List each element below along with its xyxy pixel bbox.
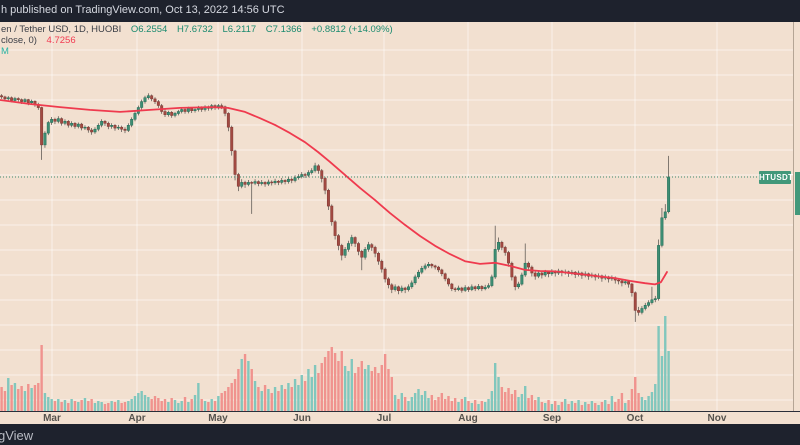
month-label-sep: Sep: [542, 413, 562, 424]
ohlc-change: +0.8812 (+14.09%): [311, 24, 393, 35]
ohlc-open: O6.2554: [130, 24, 168, 35]
legend-volume-row[interactable]: M: [1, 46, 393, 57]
tradingview-logo-text: gView: [0, 428, 34, 443]
symbol-price-flag: HTUSDT: [759, 171, 794, 184]
volume-label: M: [1, 46, 9, 57]
footer-bar: gView: [0, 424, 800, 445]
month-label-nov: Nov: [707, 413, 727, 424]
month-label-jul: Jul: [376, 413, 392, 424]
price-chart-canvas[interactable]: [0, 22, 800, 411]
ma-value: 4.7256: [46, 35, 76, 46]
legend-symbol-row[interactable]: en / Tether USD, 1D, HUOBI O6.2554 H7.67…: [1, 24, 393, 35]
symbol-title: en / Tether USD, 1D, HUOBI: [1, 24, 122, 35]
chart-area[interactable]: en / Tether USD, 1D, HUOBI O6.2554 H7.67…: [0, 22, 800, 424]
month-label-mar: Mar: [43, 413, 61, 424]
ohlc-low: L6.2117: [222, 24, 257, 35]
ma-label: close, 0): [1, 35, 37, 46]
publish-info-text: h published on TradingView.com, Oct 13, …: [1, 4, 285, 16]
ohlc-high: H7.6732: [176, 24, 213, 35]
ohlc-close: C7.1366: [265, 24, 302, 35]
publish-info-bar: h published on TradingView.com, Oct 13, …: [0, 0, 800, 22]
month-label-jun: Jun: [293, 413, 311, 424]
time-axis[interactable]: Mar Apr May Jun Jul Aug Sep Oct Nov: [0, 411, 800, 424]
month-label-apr: Apr: [128, 413, 146, 424]
legend-ma-row[interactable]: close, 0) 4.7256: [1, 35, 393, 46]
month-label-may: May: [208, 413, 228, 424]
month-label-aug: Aug: [458, 413, 478, 424]
month-label-oct: Oct: [626, 413, 644, 424]
chart-legend: en / Tether USD, 1D, HUOBI O6.2554 H7.67…: [1, 24, 393, 57]
